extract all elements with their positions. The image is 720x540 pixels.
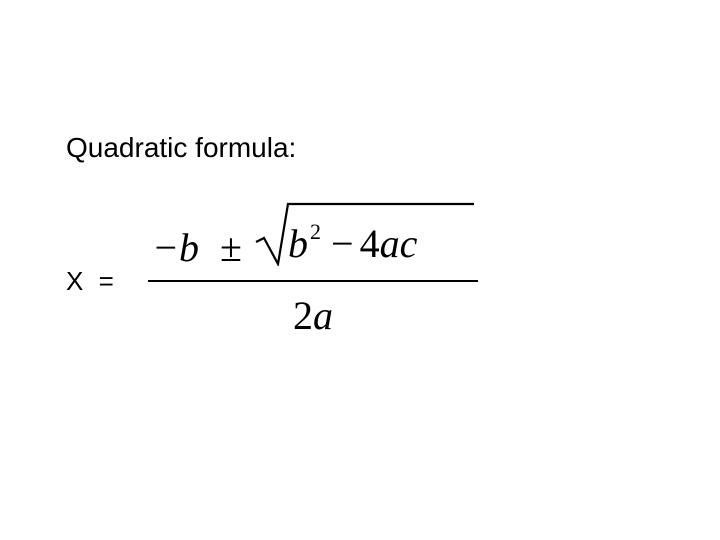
formula-lhs: X = (66, 266, 118, 297)
minus-sign: − (331, 221, 354, 266)
denominator: 2a (148, 292, 478, 339)
sqrt-container: b2−4ac (254, 200, 474, 266)
denom-two: 2 (293, 293, 313, 338)
radicand: b2−4ac (288, 220, 417, 267)
quadratic-formula: −b ± b2−4ac 2a (148, 200, 478, 280)
ac: ac (380, 221, 418, 266)
radicand-b: b (288, 221, 308, 266)
plus-minus: ± (220, 224, 242, 271)
radicand-exponent: 2 (310, 219, 321, 244)
denom-a: a (313, 293, 333, 338)
numerator: −b ± b2−4ac (148, 200, 478, 280)
neg-b: −b (152, 224, 199, 271)
page-title: Quadratic formula: (66, 132, 296, 164)
four: 4 (360, 221, 380, 266)
fraction-line (148, 280, 478, 282)
